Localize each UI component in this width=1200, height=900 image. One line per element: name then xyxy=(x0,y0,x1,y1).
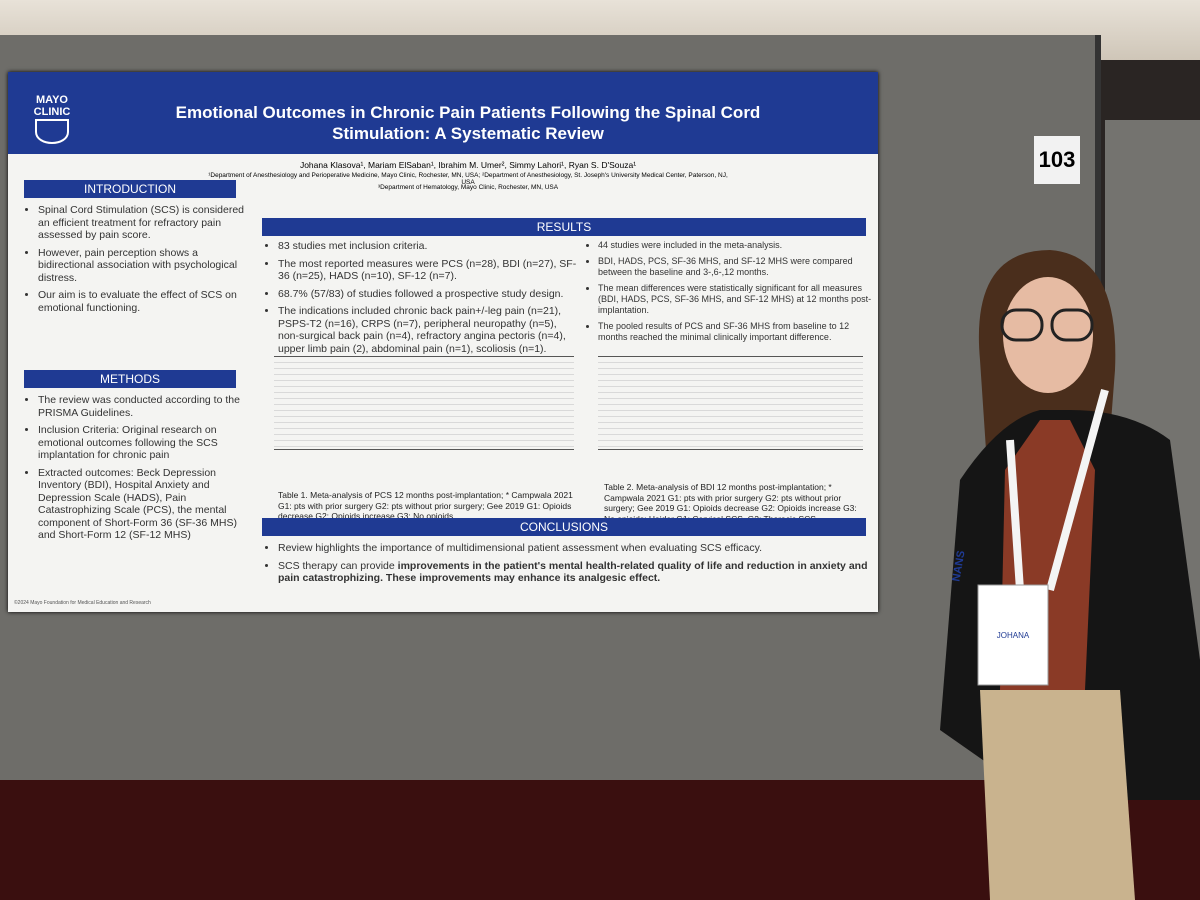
footer: ©2024 Mayo Foundation for Medical Educat… xyxy=(14,600,151,606)
bullet: However, pain perception shows a bidirec… xyxy=(38,247,244,285)
poster: MAYO CLINIC Emotional Outcomes in Chroni… xyxy=(8,72,878,612)
bullet: The review was conducted according to th… xyxy=(38,394,244,419)
presenter: NANS JOHANA xyxy=(940,250,1200,900)
bullet: 44 studies were included in the meta-ana… xyxy=(598,240,878,251)
bullet: The indications included chronic back pa… xyxy=(278,305,578,355)
results-list: 44 studies were included in the meta-ana… xyxy=(584,240,878,348)
bullet: Spinal Cord Stimulation (SCS) is conside… xyxy=(38,204,244,242)
bullet: SCS therapy can provide improvements in … xyxy=(278,560,878,585)
conclusions-list: Review highlights the importance of mult… xyxy=(264,542,878,590)
bullet-bold: improvements in the patient's mental hea… xyxy=(278,559,868,585)
badge-name: JOHANA xyxy=(997,631,1030,640)
lanyard-text: NANS xyxy=(950,550,967,583)
bullet: The mean differences were statistically … xyxy=(598,283,878,316)
poster-header xyxy=(8,72,878,154)
lanyard xyxy=(1006,388,1109,592)
logo-text: CLINIC xyxy=(33,106,71,118)
intro-list: Spinal Cord Stimulation (SCS) is conside… xyxy=(24,204,244,319)
glasses xyxy=(1050,308,1094,342)
board-number: 103 xyxy=(1034,136,1080,184)
bullet: Review highlights the importance of mult… xyxy=(278,542,878,555)
bullet: 68.7% (57/83) of studies followed a pros… xyxy=(278,288,578,301)
bullet: The pooled results of PCS and SF-36 MHS … xyxy=(598,321,878,343)
bullet: BDI, HADS, PCS, SF-36 MHS, and SF-12 MHS… xyxy=(598,256,878,278)
table-image xyxy=(598,356,863,450)
glasses xyxy=(1000,308,1044,342)
bullet-text: SCS therapy can provide xyxy=(278,559,398,572)
bullet: The most reported measures were PCS (n=2… xyxy=(278,258,578,283)
face xyxy=(1003,277,1093,393)
poster-title: Emotional Outcomes in Chronic Pain Patie… xyxy=(175,103,761,143)
methods-list: The review was conducted according to th… xyxy=(24,394,244,547)
section-heading: INTRODUCTION xyxy=(24,180,236,198)
section-heading: CONCLUSIONS xyxy=(262,518,866,536)
logo-shield xyxy=(35,119,69,145)
bullet: Extracted outcomes: Beck Depression Inve… xyxy=(38,467,244,542)
section-heading: METHODS xyxy=(24,370,236,388)
table-caption: Table 1. Meta-analysis of PCS 12 months … xyxy=(278,490,573,521)
badge xyxy=(977,584,1049,686)
affiliation: ¹Department of Anesthesiology and Periop… xyxy=(208,172,728,186)
pants xyxy=(980,690,1135,900)
affiliation: ³Department of Hematology, Mayo Clinic, … xyxy=(377,184,559,191)
results-list: 83 studies met inclusion criteria. The m… xyxy=(264,240,578,360)
logo-text: MAYO xyxy=(36,94,68,106)
bullet: 83 studies met inclusion criteria. xyxy=(278,240,578,253)
bullet: Our aim is to evaluate the effect of SCS… xyxy=(38,289,244,314)
authors: Johana Klasova¹, Mariam ElSaban¹, Ibrahi… xyxy=(299,160,637,170)
bullet: Inclusion Criteria: Original research on… xyxy=(38,424,244,462)
section-heading: RESULTS xyxy=(262,218,866,236)
table-image xyxy=(274,356,574,450)
logo: MAYO CLINIC xyxy=(22,94,82,147)
